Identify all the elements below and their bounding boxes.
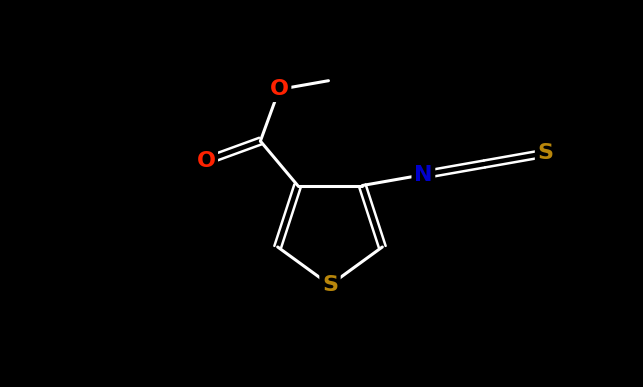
Text: O: O	[269, 79, 289, 99]
Text: N: N	[414, 165, 433, 185]
Text: S: S	[322, 275, 338, 295]
Text: O: O	[196, 151, 215, 171]
Text: S: S	[538, 143, 554, 163]
